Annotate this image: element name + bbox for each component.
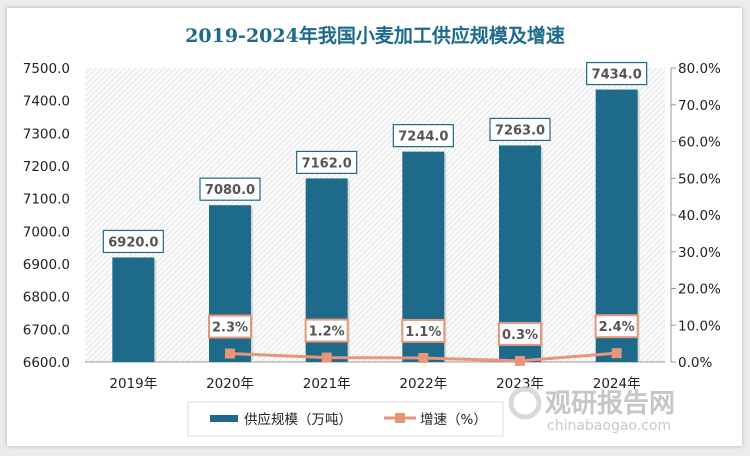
x-tick-label: 2021年: [303, 376, 351, 392]
y-right-tick-label: 20.0%: [678, 282, 721, 298]
bar-data-label-box: [296, 150, 358, 175]
bar-data-label: 7244.0: [398, 130, 448, 145]
growth-marker: [515, 355, 525, 366]
bar-data-label: 7162.0: [302, 156, 352, 171]
x-tick-label: 2022年: [399, 376, 447, 392]
y-left-tick-label: 6800.0: [23, 290, 70, 306]
growth-data-label: 1.2%: [309, 325, 345, 340]
legend-bar-swatch: [210, 415, 238, 422]
y-left-tick-label: 6700.0: [23, 322, 70, 338]
growth-data-label: 2.3%: [212, 321, 248, 336]
bar-data-label-box: [102, 229, 164, 254]
y-left-tick-label: 7200.0: [23, 159, 70, 175]
watermark-text: 观研报告网: [545, 388, 675, 419]
chart-title: 2019-2024年我国小麦加工供应规模及增速: [185, 25, 565, 47]
growth-data-label: 1.1%: [405, 325, 441, 340]
y-left-tick-label: 7300.0: [23, 126, 70, 142]
growth-data-label: 0.3%: [502, 328, 538, 343]
legend: [187, 401, 504, 437]
growth-data-label: 2.4%: [599, 320, 635, 335]
y-left-tick-label: 7500.0: [23, 61, 70, 77]
growth-data-label-box: [304, 318, 349, 343]
watermark-logo-icon: [508, 386, 542, 420]
y-left-tick-label: 7000.0: [23, 224, 70, 240]
growth-data-label-box: [401, 318, 446, 343]
y-right-tick-label: 30.0%: [678, 245, 721, 261]
bar-data-label-box: [392, 124, 454, 148]
growth-marker: [611, 348, 622, 359]
x-tick-label: 2023年: [496, 376, 544, 392]
y-left-tick-label: 7100.0: [23, 192, 70, 208]
y-right-tick-label: 80.0%: [678, 61, 721, 77]
x-tick-label: 2024年: [593, 376, 641, 392]
bar-data-label-box: [586, 61, 648, 86]
growth-marker: [225, 348, 235, 359]
legend-line-marker: [395, 413, 405, 423]
y-right-tick-label: 40.0%: [678, 208, 721, 224]
growth-data-label-box: [498, 321, 542, 346]
bar-data-label-box: [489, 117, 551, 142]
y-right-tick-label: 10.0%: [678, 318, 721, 334]
plot-area: [85, 68, 665, 362]
y-right-tick-label: 50.0%: [678, 171, 721, 187]
bar-data-label: 7080.0: [205, 183, 255, 198]
growth-data-label-box: [594, 314, 639, 339]
y-left-tick-label: 6600.0: [23, 355, 70, 371]
y-left-tick-label: 7400.0: [23, 94, 70, 110]
growth-data-label-box: [208, 314, 252, 339]
bar-data-label: 7434.0: [592, 68, 642, 83]
x-tick-label: 2020年: [206, 376, 254, 392]
bar: [112, 257, 155, 362]
growth-marker: [321, 352, 332, 363]
y-right-tick-label: 0.0%: [678, 355, 712, 371]
bar-data-label: 7263.0: [495, 123, 545, 138]
y-right-tick-label: 70.0%: [678, 98, 721, 114]
bar-data-label: 6920.0: [108, 235, 158, 250]
legend-line-label: 增速（%）: [420, 412, 487, 428]
watermark-url: chinabaogao.com: [547, 418, 671, 434]
growth-marker: [418, 352, 429, 363]
y-left-tick-label: 6900.0: [23, 257, 70, 273]
x-tick-label: 2019年: [109, 376, 157, 392]
bar-data-label-box: [199, 177, 261, 201]
y-right-tick-label: 60.0%: [678, 135, 721, 151]
legend-bar-label: 供应规模（万吨）: [244, 411, 352, 428]
